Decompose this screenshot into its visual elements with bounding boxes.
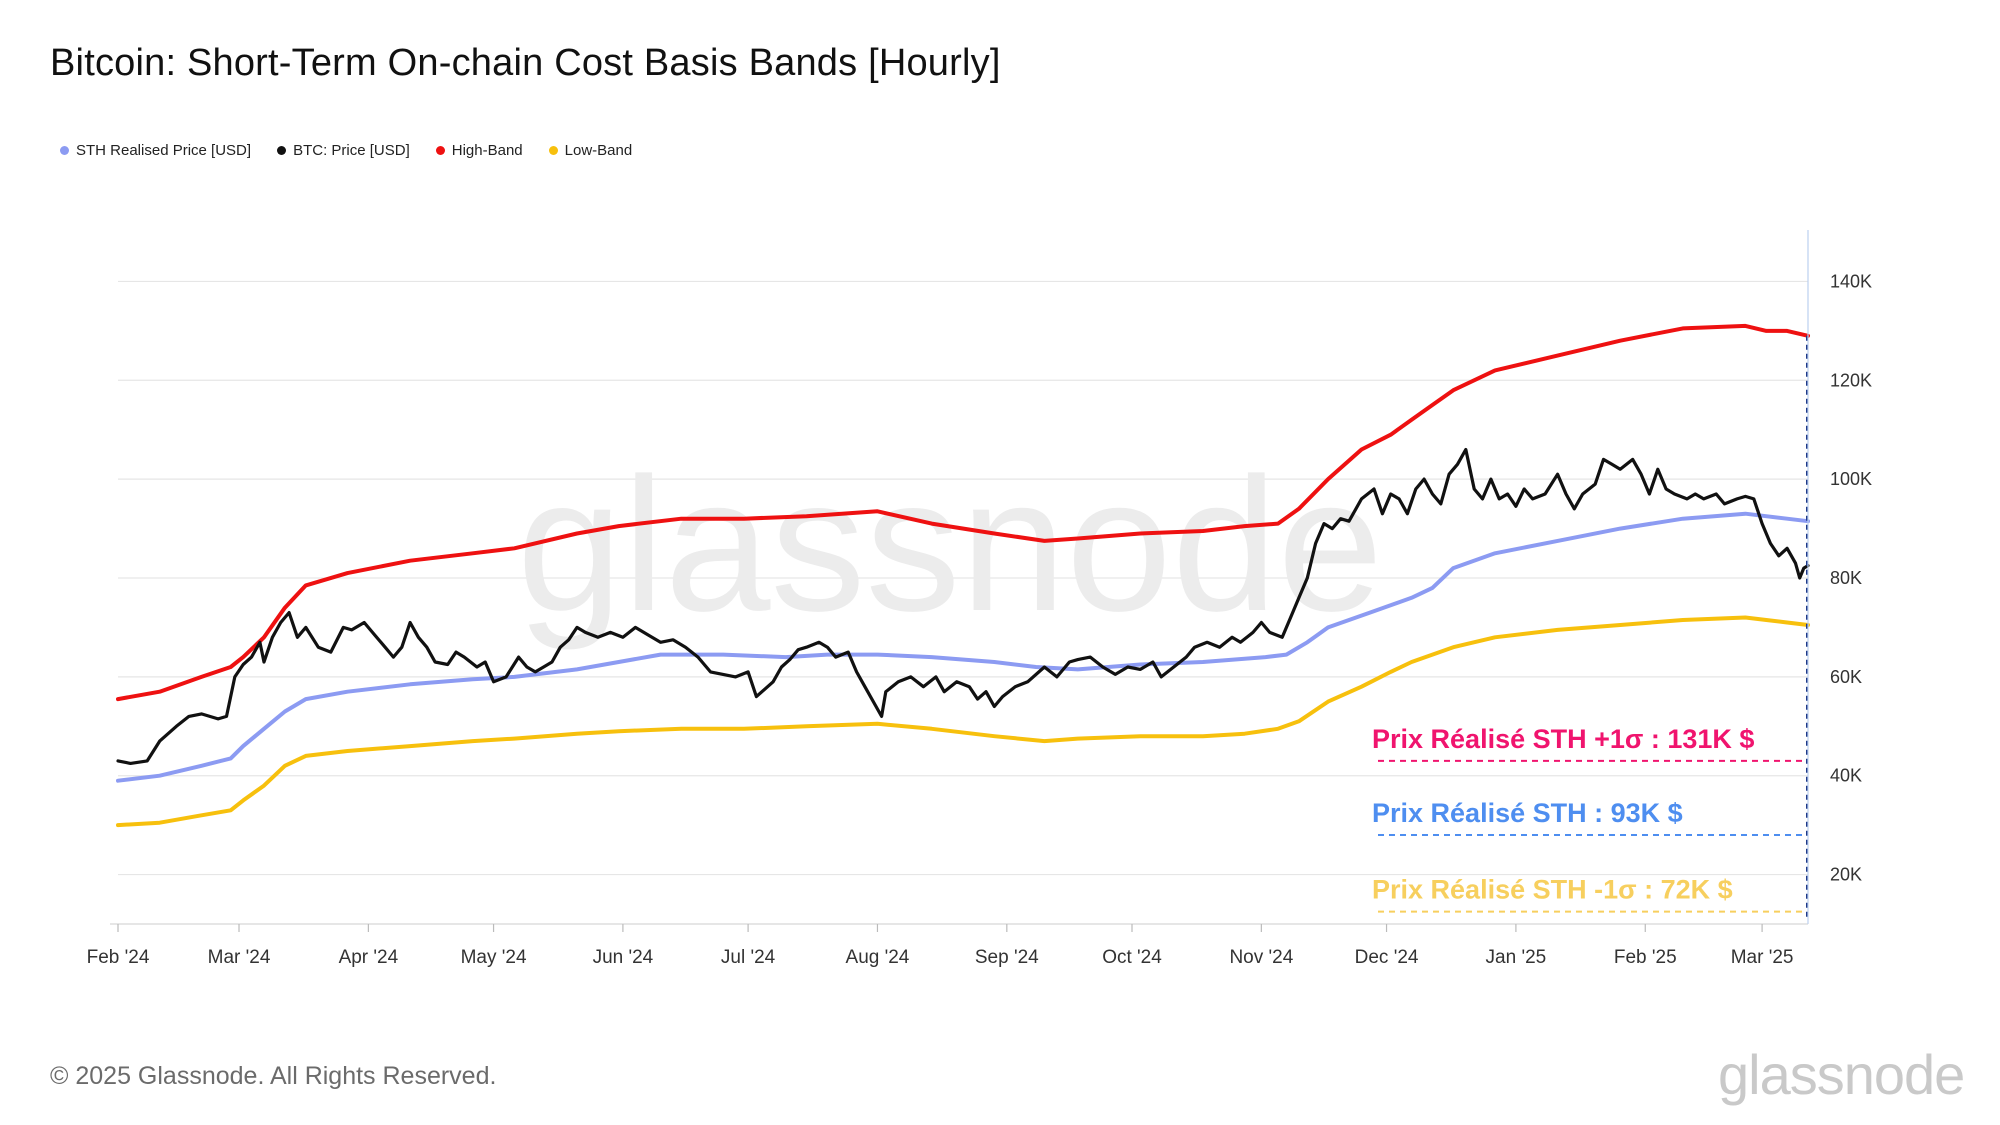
y-tick-label: 20K xyxy=(1830,865,1862,885)
series-line-btc-price-usd[interactable] xyxy=(116,447,1810,765)
legend-dot-low-band xyxy=(548,146,558,155)
x-tick-label: Sep '24 xyxy=(975,947,1039,968)
legend-label-low-band: Low-Band xyxy=(564,142,633,159)
x-tick-label: Jul '24 xyxy=(721,947,776,968)
legend: STH Realised Price [USD] BTC: Price [USD… xyxy=(60,142,632,159)
watermark-text: glassnode xyxy=(517,439,1383,651)
x-tick-label: Jun '24 xyxy=(593,947,654,968)
series-line-low-band[interactable] xyxy=(116,615,1810,828)
annotation-layer: Prix Réalisé STH +1σ : 131K $ Prix Réalis… xyxy=(1372,335,1808,920)
series-layer xyxy=(116,323,1810,828)
x-tick-label: Oct '24 xyxy=(1102,947,1162,968)
chart-title: Bitcoin: Short-Term On-chain Cost Basis … xyxy=(50,42,1001,84)
axis-layer: 20K 40K 60K 80K 100K 120K 140K Feb '24 Mar '24 Ap… xyxy=(87,230,1872,968)
legend-item-sth-realised-price[interactable]: STH Realised Price [USD] xyxy=(60,142,251,159)
y-tick-label: 140K xyxy=(1830,271,1872,291)
x-tick-label: Jan '25 xyxy=(1486,947,1547,968)
x-tick-label: May '24 xyxy=(461,947,527,968)
y-tick-label: 100K xyxy=(1830,469,1872,489)
y-tick-label: 60K xyxy=(1830,667,1862,687)
annotation-label: Prix Réalisé STH -1σ : 72K $ xyxy=(1372,875,1733,905)
legend-label-high-band: High-Band xyxy=(451,142,523,159)
y-tick-label: 40K xyxy=(1830,766,1862,786)
x-tick-label: Aug '24 xyxy=(846,947,910,968)
legend-item-low-band[interactable]: Low-Band xyxy=(548,142,633,159)
annotation-label: Prix Réalisé STH : 93K $ xyxy=(1372,798,1683,828)
legend-item-btc-price[interactable]: BTC: Price [USD] xyxy=(277,142,410,159)
legend-label-btc: BTC: Price [USD] xyxy=(293,142,410,159)
brand-logo: glassnode xyxy=(1718,1043,1965,1106)
x-tick-label: Feb '25 xyxy=(1614,947,1677,968)
legend-label-sth: STH Realised Price [USD] xyxy=(76,142,252,159)
x-tick-label: Nov '24 xyxy=(1229,947,1293,968)
grid-lines xyxy=(118,280,1808,876)
y-tick-label: 120K xyxy=(1830,370,1872,390)
legend-dot-sth xyxy=(60,146,69,155)
annotation-label: Prix Réalisé STH +1σ : 131K $ xyxy=(1372,724,1754,754)
x-tick-label: Apr '24 xyxy=(339,947,399,968)
legend-item-high-band[interactable]: High-Band xyxy=(435,142,523,159)
series-line-sth-realised-price-usd[interactable] xyxy=(116,511,1810,783)
x-tick-label: Feb '24 xyxy=(87,947,150,968)
x-tick-label: Mar '25 xyxy=(1731,947,1794,968)
y-tick-label: 80K xyxy=(1830,568,1862,588)
legend-dot-high-band xyxy=(435,146,445,155)
x-tick-label: Dec '24 xyxy=(1355,947,1419,968)
x-tick-label: Mar '24 xyxy=(208,947,271,968)
series-line-high-band[interactable] xyxy=(116,323,1810,702)
copyright-footer: © 2025 Glassnode. All Rights Reserved. xyxy=(50,1062,497,1090)
legend-dot-btc xyxy=(277,146,287,155)
